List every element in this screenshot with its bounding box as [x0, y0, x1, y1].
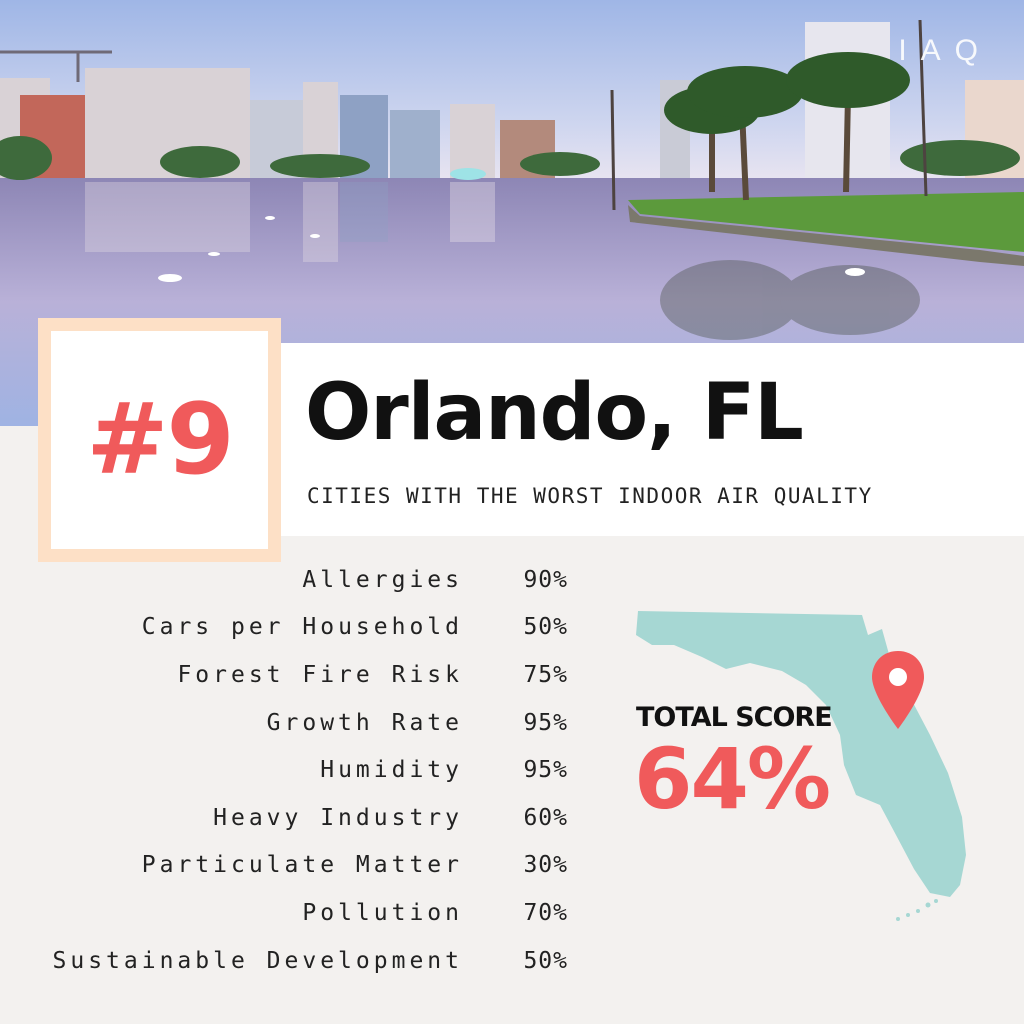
metric-value: 50%	[523, 614, 568, 641]
metric-row: Growth Rate 95%	[0, 699, 600, 747]
metric-label: Growth Rate	[266, 709, 463, 736]
metric-value: 95%	[523, 757, 568, 784]
metrics-list: Allergies 90% Cars per Household 50% For…	[0, 556, 600, 984]
skyline-photo	[0, 0, 1024, 426]
title-band	[280, 343, 1024, 536]
rank-number: #9	[86, 383, 234, 497]
metric-value: 30%	[523, 852, 568, 879]
metric-value: 50%	[523, 947, 568, 974]
metric-value: 60%	[523, 804, 568, 831]
metric-row: Humidity 95%	[0, 746, 600, 794]
rank-card: #9	[51, 331, 268, 549]
metric-row: Pollution 70%	[0, 889, 600, 937]
metric-label: Pollution	[302, 899, 463, 926]
metric-label: Forest Fire Risk	[177, 661, 463, 688]
page-subtitle: CITIES WITH THE WORST INDOOR AIR QUALITY	[307, 484, 873, 508]
metric-label: Heavy Industry	[213, 804, 463, 831]
rank-frame: #9	[38, 318, 281, 562]
metric-row: Cars per Household 50%	[0, 604, 600, 652]
metric-label: Allergies	[302, 566, 463, 593]
brand-logo: IAQ	[898, 34, 992, 67]
metric-value: 75%	[523, 661, 568, 688]
metric-row: Allergies 90%	[0, 556, 600, 604]
total-score-label: TOTAL SCORE	[636, 702, 833, 733]
metric-label: Sustainable Development	[52, 947, 463, 974]
metric-label: Particulate Matter	[141, 852, 463, 879]
total-score-value: 64%	[634, 730, 831, 828]
metric-label: Cars per Household	[141, 614, 463, 641]
metric-value: 90%	[523, 566, 568, 593]
city-title: Orlando, FL	[305, 368, 804, 458]
metric-label: Humidity	[320, 757, 463, 784]
metric-row: Sustainable Development 50%	[0, 937, 600, 985]
location-pin-icon	[872, 651, 924, 729]
metric-value: 95%	[523, 709, 568, 736]
metric-row: Heavy Industry 60%	[0, 794, 600, 842]
metric-row: Particulate Matter 30%	[0, 842, 600, 890]
metric-value: 70%	[523, 899, 568, 926]
florida-map-icon	[630, 605, 975, 939]
metric-row: Forest Fire Risk 75%	[0, 651, 600, 699]
